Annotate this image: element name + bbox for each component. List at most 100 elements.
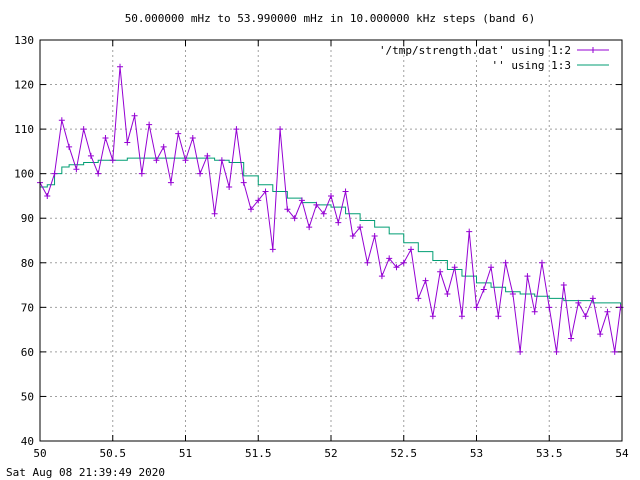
data-point [269,246,276,253]
data-point [473,304,480,311]
series-step-line [40,157,622,306]
data-point [582,313,589,320]
data-point [255,197,262,204]
x-tick-label: 53 [470,447,483,460]
data-point [102,135,109,142]
data-point [553,348,560,355]
data-point [575,299,582,306]
legend-marker [590,47,596,53]
y-tick-label: 60 [21,346,34,359]
data-point [538,259,545,266]
data-point [357,224,364,231]
data-point [408,246,415,253]
y-tick-label: 90 [21,212,34,225]
data-point [524,273,531,280]
data-point [320,210,327,217]
data-point [233,126,240,133]
data-point [146,121,153,128]
data-point [393,264,400,271]
axis-ticks: 50 50.5 51 51.5 52 52.5 53 53.5 5440506070809010… [14,34,629,460]
data-point [277,126,284,133]
data-point [531,308,538,315]
data-point [131,112,138,119]
chart-title: 50.000000 mHz to 53.990000 mHz in 10.000… [125,12,536,25]
data-point [58,117,65,124]
data-point [597,331,604,338]
y-tick-label: 110 [14,123,34,136]
data-point [117,63,124,70]
data-point [371,233,378,240]
data-point [313,201,320,208]
data-point [87,152,94,159]
data-point [364,259,371,266]
x-tick-label: 50.5 [100,447,127,460]
data-point [160,143,167,150]
data-point [204,152,211,159]
x-tick-label: 53.5 [536,447,563,460]
legend: '/tmp/strength.dat' using 1:2 '' using 1… [379,44,609,72]
data-point [517,348,524,355]
data-point [284,206,291,213]
data-point [429,313,436,320]
y-tick-label: 70 [21,301,34,314]
data-point [415,295,422,302]
data-point [175,130,182,137]
data-point [298,197,305,204]
data-point [437,268,444,275]
x-tick-label: 51.5 [245,447,272,460]
data-point [386,255,393,262]
data-point [182,157,189,164]
data-point [400,259,407,266]
data-point [611,348,618,355]
data-point [95,170,102,177]
data-point [262,188,269,195]
x-tick-label: 51 [179,447,192,460]
x-tick-label: 52 [324,447,337,460]
y-tick-label: 120 [14,79,34,92]
data-point [211,210,218,217]
data-point [422,277,429,284]
data-point [306,224,313,231]
y-tick-label: 40 [21,435,34,448]
data-point [167,179,174,186]
data-point [451,264,458,271]
data-point [189,135,196,142]
data-point [502,259,509,266]
data-point [604,308,611,315]
data-point [66,143,73,150]
y-tick-label: 50 [21,390,34,403]
x-tick-label: 50 [33,447,46,460]
data-point [197,170,204,177]
data-point [291,215,298,222]
data-point [378,273,385,280]
data-point [51,170,58,177]
data-point [509,290,516,297]
data-point [568,335,575,342]
timestamp-label: Sat Aug 08 21:39:49 2020 [6,466,165,479]
data-point [153,157,160,164]
grid [40,40,622,441]
data-point [335,219,342,226]
data-point [617,304,624,311]
data-point [138,170,145,177]
data-point [480,286,487,293]
plot-frame [39,39,623,442]
data-point [44,192,51,199]
x-tick-label: 52.5 [391,447,418,460]
legend-label: '' using 1:3 [492,59,571,72]
y-tick-label: 130 [14,34,34,47]
data-point [109,157,116,164]
data-point [546,304,553,311]
data-point [488,264,495,271]
data-point [80,126,87,133]
data-point [218,157,225,164]
data-point [495,313,502,320]
data-point [328,192,334,199]
y-tick-label: 80 [21,257,34,270]
data-point [226,184,233,191]
series-group [37,63,624,355]
data-point [342,188,349,195]
data-point [247,206,254,213]
data-point [73,166,80,173]
